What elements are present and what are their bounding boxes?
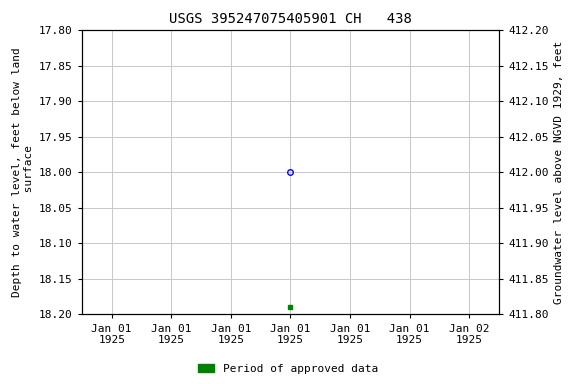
- Y-axis label: Depth to water level, feet below land
 surface: Depth to water level, feet below land su…: [12, 47, 33, 297]
- Title: USGS 395247075405901 CH   438: USGS 395247075405901 CH 438: [169, 12, 412, 26]
- Y-axis label: Groundwater level above NGVD 1929, feet: Groundwater level above NGVD 1929, feet: [554, 41, 564, 304]
- Legend: Period of approved data: Period of approved data: [193, 359, 383, 379]
